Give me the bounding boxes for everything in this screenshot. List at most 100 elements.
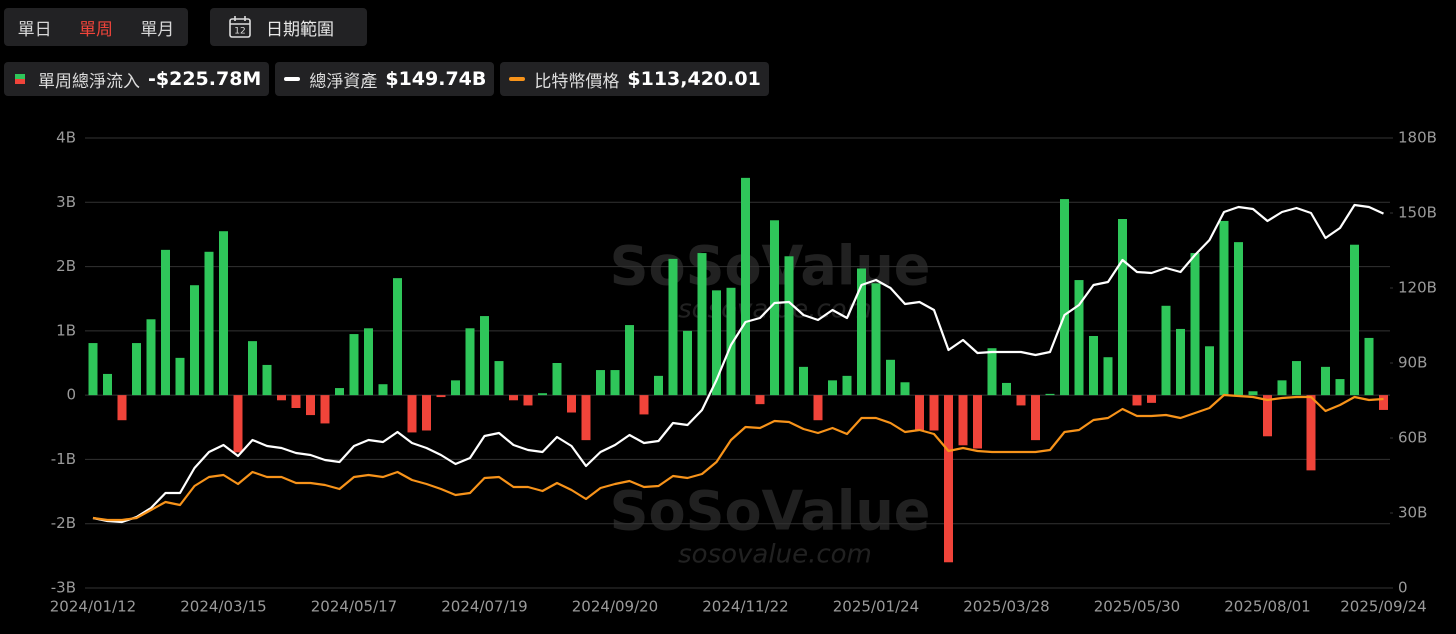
calendar-icon: 12 [229, 16, 251, 38]
y-tick-label: 4B [56, 129, 76, 147]
bar [364, 328, 373, 396]
bar [1306, 395, 1316, 471]
bar [1045, 393, 1055, 396]
y2-tick-label: 180B [1398, 129, 1437, 147]
bar [538, 393, 547, 396]
y2-tick-label: 90B [1398, 354, 1427, 372]
y2-tick-label: 60B [1398, 429, 1427, 447]
bar [944, 395, 953, 563]
legend-swatch [284, 77, 301, 81]
legend-label: 總淨資產 [309, 71, 378, 92]
bar [987, 348, 997, 396]
bar [1350, 244, 1359, 396]
bar [958, 395, 968, 446]
bar [277, 395, 286, 401]
bar [552, 363, 562, 396]
legend-label: 比特幣價格 [534, 71, 620, 92]
bar [1190, 253, 1200, 396]
bar [799, 366, 808, 396]
x-tick-label: 2024/03/15 [180, 598, 266, 616]
bar [523, 395, 533, 406]
y-tick-label: -3B [51, 579, 76, 597]
bar [1118, 219, 1127, 396]
legend-swatch [15, 74, 25, 79]
bar [1176, 328, 1185, 396]
bar [871, 283, 881, 396]
bar [233, 395, 243, 453]
bar [1364, 337, 1374, 396]
period-tabs: 單日 單周 單月 [4, 8, 188, 46]
legend-label: 單周總淨流入 [38, 71, 140, 92]
bar [422, 395, 431, 431]
bar [436, 395, 446, 398]
bar [1031, 395, 1040, 441]
bar [697, 253, 707, 396]
period-tab[interactable]: 單周 [78, 19, 113, 40]
bar [741, 177, 750, 396]
y-tick-label: 1B [56, 321, 76, 339]
bar [929, 395, 939, 431]
x-tick-label: 2024/07/19 [441, 598, 527, 616]
bar [1060, 199, 1069, 396]
bar [204, 251, 214, 396]
bar [1219, 220, 1229, 396]
bar [451, 380, 460, 396]
legend-item[interactable]: 單周總淨流入 -$225.78M [4, 62, 270, 96]
bar [1161, 305, 1171, 396]
bar [770, 220, 779, 396]
calendar-day: 12 [234, 27, 245, 37]
date-range-button[interactable]: 12 日期範圍 [210, 8, 367, 46]
bar [625, 325, 634, 396]
bar [393, 278, 402, 396]
x-tick-label: 2024/05/17 [311, 598, 397, 616]
legend-icon [15, 74, 25, 84]
legend-swatch [15, 79, 25, 84]
bar [1292, 361, 1301, 396]
bar [828, 380, 837, 396]
bar [349, 334, 359, 396]
legend-item[interactable]: 總淨資產 $149.74B [275, 62, 495, 96]
period-tab[interactable]: 單月 [140, 19, 175, 40]
x-tick-label: 2024/11/22 [702, 598, 788, 616]
legend: 單周總淨流入 -$225.78M 總淨資產 $149.74B 比特幣價格 $113,420… [4, 62, 769, 96]
bar [1147, 395, 1156, 403]
legend-icon [284, 77, 301, 81]
bar [1016, 395, 1026, 406]
watermark-url: sosovalue.com [678, 540, 872, 570]
bar [494, 361, 504, 396]
bar [161, 249, 170, 396]
y-tick-label: -1B [51, 450, 76, 468]
legend-item[interactable]: 比特幣價格 $113,420.01 [500, 62, 769, 96]
bar [88, 343, 98, 396]
legend-value: -$225.78M [148, 68, 262, 90]
y-tick-label: 2B [56, 257, 76, 275]
bar [567, 395, 576, 413]
bar [407, 395, 417, 433]
bar [103, 373, 112, 396]
line-series [92, 393, 1384, 522]
x-tick-label: 2025/01/24 [833, 598, 919, 616]
period-tab[interactable]: 單日 [17, 19, 52, 40]
legend-value: $113,420.01 [627, 68, 761, 90]
bar [335, 388, 344, 396]
bar [320, 395, 330, 424]
bar [755, 395, 765, 405]
bar [813, 395, 823, 421]
legend-icon [509, 77, 526, 81]
bar [668, 258, 678, 396]
x-tick-label: 2025/03/28 [963, 598, 1049, 616]
watermark: SoSoValue [610, 480, 931, 543]
bar [784, 256, 794, 396]
bar [842, 375, 852, 396]
y2-tick-label: 120B [1398, 279, 1437, 297]
bar [262, 364, 272, 396]
bar [248, 341, 257, 396]
bar [1002, 382, 1011, 396]
x-tick-label: 2025/09/24 [1340, 598, 1426, 616]
bar [886, 359, 895, 396]
bar [712, 290, 721, 396]
bar [610, 370, 620, 396]
bar [1335, 379, 1345, 396]
